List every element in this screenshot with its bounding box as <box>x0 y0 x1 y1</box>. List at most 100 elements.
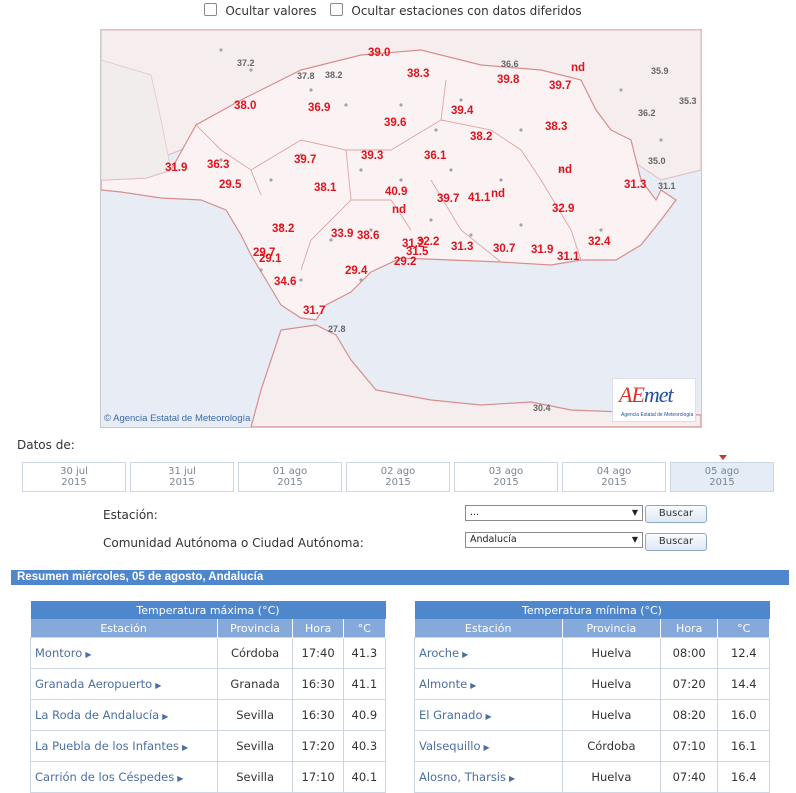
map-outside-value[interactable]: 36.6 <box>501 59 519 69</box>
map-temperature-value[interactable]: 38.0 <box>234 100 257 112</box>
station-link[interactable]: Montoro ▶ <box>30 637 218 669</box>
map-temperature-value[interactable]: 29.5 <box>219 179 242 191</box>
map-temperature-value[interactable]: 32.2 <box>417 236 440 248</box>
temperature-cell: 40.1 <box>342 761 387 793</box>
date-tab[interactable]: 30 jul 2015 <box>22 462 126 492</box>
map-temperature-value[interactable]: 33.9 <box>331 228 354 240</box>
station-link[interactable]: Aroche ▶ <box>414 637 563 669</box>
map-outside-value[interactable]: 37.8 <box>297 71 315 81</box>
map-temperature-value[interactable]: 31.7 <box>303 305 326 317</box>
col-time: Hora <box>660 619 719 638</box>
map-temperature-value[interactable]: 31.3 <box>624 179 647 191</box>
map-temperature-value[interactable]: 41.1 <box>468 192 491 204</box>
map-temperature-value[interactable]: 31.2 <box>402 238 425 250</box>
station-select[interactable]: ... ▼ <box>465 505 643 521</box>
map-outside-value[interactable]: 35.9 <box>651 66 669 76</box>
map-temperature-value[interactable]: 32.9 <box>552 203 575 215</box>
station-link[interactable]: Valsequillo ▶ <box>414 730 563 762</box>
province-cell: Huelva <box>561 637 661 669</box>
date-tab[interactable]: 01 ago 2015 <box>238 462 342 492</box>
station-link[interactable]: Carrión de los Céspedes ▶ <box>30 761 218 793</box>
map-temperature-value[interactable]: nd <box>558 164 573 176</box>
station-link[interactable]: La Roda de Andalucía ▶ <box>30 699 218 731</box>
hide-deferred-label: Ocultar estaciones con datos diferidos <box>351 4 582 18</box>
map-options: Ocultar valores Ocultar estaciones con d… <box>0 3 796 18</box>
chevron-right-icon: ▶ <box>181 743 189 752</box>
summary-title: Resumen miércoles, 05 de agosto, Andaluc… <box>11 570 789 585</box>
map-temperature-value[interactable]: 39.6 <box>384 117 407 129</box>
chevron-right-icon: ▶ <box>162 712 169 721</box>
date-day: 05 ago <box>704 466 740 477</box>
col-station: Estación <box>30 619 218 638</box>
temperature-map[interactable]: 39.0 38.3 39.8 nd 39.7 38.0 36.9 39.4 38.3 39.6 38… <box>100 29 702 428</box>
map-temperature-value[interactable]: 39.7 <box>437 193 460 205</box>
date-tab[interactable]: 03 ago 2015 <box>454 462 558 492</box>
map-temperature-value[interactable]: 40.9 <box>385 186 408 198</box>
map-temperature-value[interactable]: 31.1 <box>557 251 580 263</box>
map-temperature-value[interactable]: 38.1 <box>314 182 337 194</box>
station-search-button[interactable]: Buscar <box>645 505 707 523</box>
map-outside-value[interactable]: 36.2 <box>638 108 656 118</box>
time-cell: 07:20 <box>659 668 719 700</box>
map-temperature-value[interactable]: 31.9 <box>165 162 188 174</box>
map-temperature-value[interactable]: 39.8 <box>497 74 520 86</box>
date-tab[interactable]: 02 ago 2015 <box>346 462 450 492</box>
time-cell: 07:10 <box>659 730 719 762</box>
map-outside-value[interactable]: 38.2 <box>325 70 343 80</box>
map-temperature-value[interactable]: 31.9 <box>531 244 554 256</box>
map-outside-value[interactable]: 31.1 <box>658 181 676 191</box>
map-outside-value[interactable]: 35.3 <box>679 96 697 106</box>
map-temperature-value[interactable]: 38.6 <box>357 230 380 242</box>
hide-deferred-checkbox[interactable] <box>330 3 344 16</box>
station-link[interactable]: La Puebla de los Infantes ▶ <box>30 730 218 762</box>
map-temperature-value[interactable]: 38.3 <box>407 68 430 80</box>
map-temperature-value[interactable]: 38.3 <box>545 121 568 133</box>
table-row: La Roda de Andalucía ▶ Sevilla 16:30 40.9 <box>30 699 387 731</box>
community-select[interactable]: Andalucía ▼ <box>465 532 643 548</box>
temperature-cell: 40.3 <box>342 730 387 762</box>
map-outside-value[interactable]: 27.8 <box>328 324 346 334</box>
map-temperature-value[interactable]: nd <box>392 204 407 216</box>
temperature-cell: 16.4 <box>717 761 770 793</box>
map-temperature-value[interactable]: 39.3 <box>361 150 384 162</box>
date-tab[interactable]: 31 jul 2015 <box>130 462 234 492</box>
map-temperature-value[interactable]: 34.6 <box>274 276 297 288</box>
map-temperature-value[interactable]: 29.2 <box>394 256 417 268</box>
map-temperature-value[interactable]: 29.1 <box>259 253 282 265</box>
date-selector: 30 jul 2015 31 jul 2015 01 ago 2015 02 ago 2015… <box>22 462 778 494</box>
date-tab[interactable]: 05 ago 2015 <box>670 462 774 492</box>
map-temperature-value[interactable]: nd <box>491 188 506 200</box>
map-temperature-value[interactable]: 36.3 <box>207 159 230 171</box>
map-temperature-value[interactable]: 30.7 <box>493 243 516 255</box>
community-search-button[interactable]: Buscar <box>645 533 707 551</box>
map-temperature-value[interactable]: 39.0 <box>368 47 391 59</box>
map-outside-value[interactable]: 37.2 <box>237 58 255 68</box>
map-temperature-value[interactable]: 39.7 <box>549 80 572 92</box>
map-temperature-value[interactable]: 31.5 <box>406 246 429 258</box>
station-link[interactable]: Granada Aeropuerto ▶ <box>30 668 218 700</box>
date-tab[interactable]: 04 ago 2015 <box>562 462 666 492</box>
map-temperature-value[interactable]: 31.3 <box>451 241 474 253</box>
date-year: 2015 <box>385 477 411 488</box>
map-temperature-value[interactable]: 32.4 <box>588 236 611 248</box>
map-outside-value[interactable]: 30.4 <box>533 403 551 413</box>
map-temperature-value[interactable]: 36.9 <box>308 102 331 114</box>
station-link[interactable]: Alosno, Tharsis ▶ <box>414 761 563 793</box>
map-temperature-value[interactable]: 38.2 <box>470 131 493 143</box>
table-row: Alosno, Tharsis ▶ Huelva 07:40 16.4 <box>414 761 770 793</box>
map-temperature-value[interactable]: nd <box>571 62 586 74</box>
station-link[interactable]: Almonte ▶ <box>414 668 563 700</box>
province-cell: Sevilla <box>216 730 294 762</box>
map-temperature-value[interactable]: 39.7 <box>294 154 317 166</box>
map-temperature-value[interactable]: 29.4 <box>345 265 368 277</box>
map-outside-value[interactable]: 35.0 <box>648 156 666 166</box>
station-link[interactable]: El Granado ▶ <box>414 699 563 731</box>
hide-values-checkbox[interactable] <box>204 3 218 16</box>
map-temperature-value[interactable]: 36.1 <box>424 150 447 162</box>
map-temperature-value[interactable]: 38.2 <box>272 223 295 235</box>
table-row: Aroche ▶ Huelva 08:00 12.4 <box>414 637 770 669</box>
col-province: Provincia <box>217 619 294 638</box>
map-temperature-value[interactable]: 29.7 <box>253 247 276 259</box>
map-temperature-value[interactable]: 39.4 <box>451 105 474 117</box>
aemet-logo: AEmet Agencia Estatal de Meteorología <box>612 378 696 422</box>
